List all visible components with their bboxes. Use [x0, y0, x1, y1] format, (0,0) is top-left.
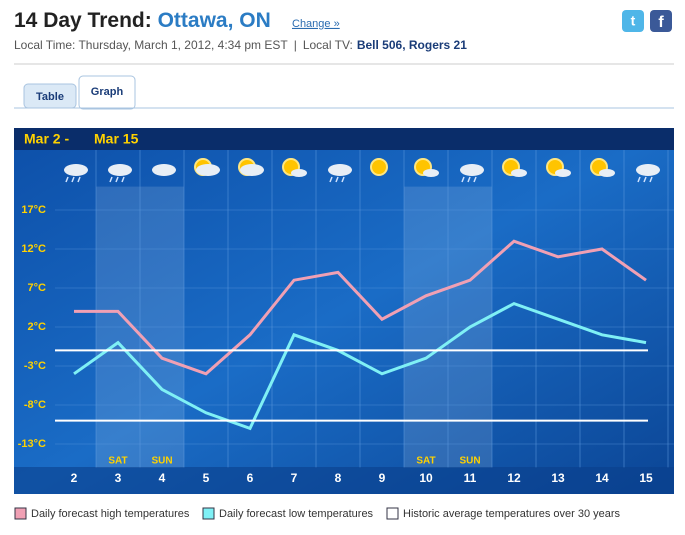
- twitter-icon[interactable]: [622, 10, 644, 32]
- rain: [637, 176, 641, 183]
- cloud: [196, 164, 220, 176]
- x-tick-label: 7: [291, 471, 298, 485]
- rain: [461, 176, 465, 183]
- x-tick-label: 13: [551, 471, 565, 485]
- weather-icon: [328, 164, 352, 183]
- x-tick-label: 14: [595, 471, 609, 485]
- cloud: [64, 164, 88, 176]
- weather-icon: [194, 158, 220, 176]
- weather-icon: [546, 158, 571, 177]
- weather-icon: [108, 164, 132, 183]
- y-tick-label: -8°C: [24, 399, 46, 411]
- x-tick-label: 15: [639, 471, 653, 485]
- local-tv-label: Local TV:: [303, 38, 353, 52]
- rain: [473, 176, 477, 183]
- day-label: SAT: [108, 456, 127, 467]
- y-tick-label: -13°C: [18, 438, 46, 450]
- y-tick-label: 17°C: [21, 204, 46, 216]
- rain: [121, 176, 125, 183]
- cloud: [328, 164, 352, 176]
- weather-icon: [460, 164, 484, 183]
- x-tick-label: 12: [507, 471, 521, 485]
- title: 14 Day Trend:: [14, 9, 152, 32]
- legend-swatch: [14, 507, 27, 520]
- legend-swatch: [202, 507, 215, 520]
- x-tick-label: 8: [335, 471, 342, 485]
- twitter-glyph: t: [631, 13, 636, 29]
- sun: [370, 158, 388, 176]
- series-line: [74, 239, 647, 376]
- rain: [467, 176, 471, 183]
- x-tick-label: 6: [247, 471, 254, 485]
- weather-icon: [590, 158, 615, 177]
- cloud: [240, 164, 264, 176]
- rain: [335, 176, 339, 183]
- cloud: [291, 169, 307, 177]
- rain: [643, 176, 647, 183]
- y-tick-label: -3°C: [24, 360, 46, 372]
- chart-title-end: Mar 15: [94, 131, 139, 147]
- y-tick-label: 7°C: [28, 282, 47, 294]
- day-label: SAT: [416, 456, 435, 467]
- separator: |: [294, 38, 297, 52]
- rain: [65, 176, 69, 183]
- tab-active[interactable]: [78, 75, 136, 110]
- legend-label: Daily forecast low temperatures: [219, 508, 374, 520]
- cloud: [152, 164, 176, 176]
- cloud: [599, 169, 615, 177]
- x-tick-label: 2: [71, 471, 78, 485]
- rain: [329, 176, 333, 183]
- weather-icon: [414, 158, 439, 177]
- day-label: SUN: [151, 456, 172, 467]
- rain: [341, 176, 345, 183]
- cloud: [511, 169, 527, 177]
- chart-title: Mar 2 -: [24, 131, 69, 147]
- change-link[interactable]: Change »: [292, 18, 340, 30]
- legend-label: Historic average temperatures over 30 ye…: [403, 508, 621, 520]
- weather-icon: [152, 164, 176, 176]
- weather-icon: [370, 158, 388, 176]
- facebook-glyph: f: [658, 14, 664, 31]
- rain: [115, 176, 119, 183]
- cloud: [108, 164, 132, 176]
- x-tick-label: 11: [464, 471, 477, 485]
- cloud: [423, 169, 439, 177]
- series-line: [73, 301, 647, 431]
- weather-icon: [502, 158, 527, 177]
- y-tick-label: 2°C: [28, 321, 47, 333]
- cloud: [555, 169, 571, 177]
- weather-icon: [282, 158, 307, 177]
- cloud: [460, 164, 484, 176]
- day-label: SUN: [459, 456, 480, 467]
- x-tick-label: 4: [159, 471, 166, 485]
- x-tick-label: 3: [115, 471, 122, 485]
- rain: [649, 176, 653, 183]
- tab-label: Table: [36, 91, 64, 103]
- x-tick-label: 10: [419, 471, 433, 485]
- rain: [77, 176, 81, 183]
- rain: [109, 176, 113, 183]
- chart-header: [14, 128, 674, 150]
- subline: Local Time: Thursday, March 1, 2012, 4:3…: [14, 38, 467, 52]
- legend-label: Daily forecast high temperatures: [31, 508, 190, 520]
- tab-label: Graph: [91, 86, 124, 98]
- cloud: [636, 164, 660, 176]
- x-strip: [14, 467, 674, 494]
- weather-icon: [238, 158, 264, 176]
- rain: [71, 176, 75, 183]
- weather-icon: [64, 164, 88, 183]
- x-tick-label: 9: [379, 471, 386, 485]
- page-title: 14 Day Trend: Ottawa, ON: [14, 9, 271, 32]
- y-tick-label: 12°C: [21, 243, 46, 255]
- local-time: Local Time: Thursday, March 1, 2012, 4:3…: [14, 38, 288, 52]
- weather-icon: [636, 164, 660, 183]
- chart-panel: [14, 128, 674, 494]
- facebook-icon[interactable]: [650, 10, 672, 32]
- legend-swatch: [386, 507, 399, 520]
- x-tick-label: 5: [203, 471, 210, 485]
- location: Ottawa, ON: [158, 9, 271, 32]
- local-tv[interactable]: Bell 506, Rogers 21: [357, 38, 467, 52]
